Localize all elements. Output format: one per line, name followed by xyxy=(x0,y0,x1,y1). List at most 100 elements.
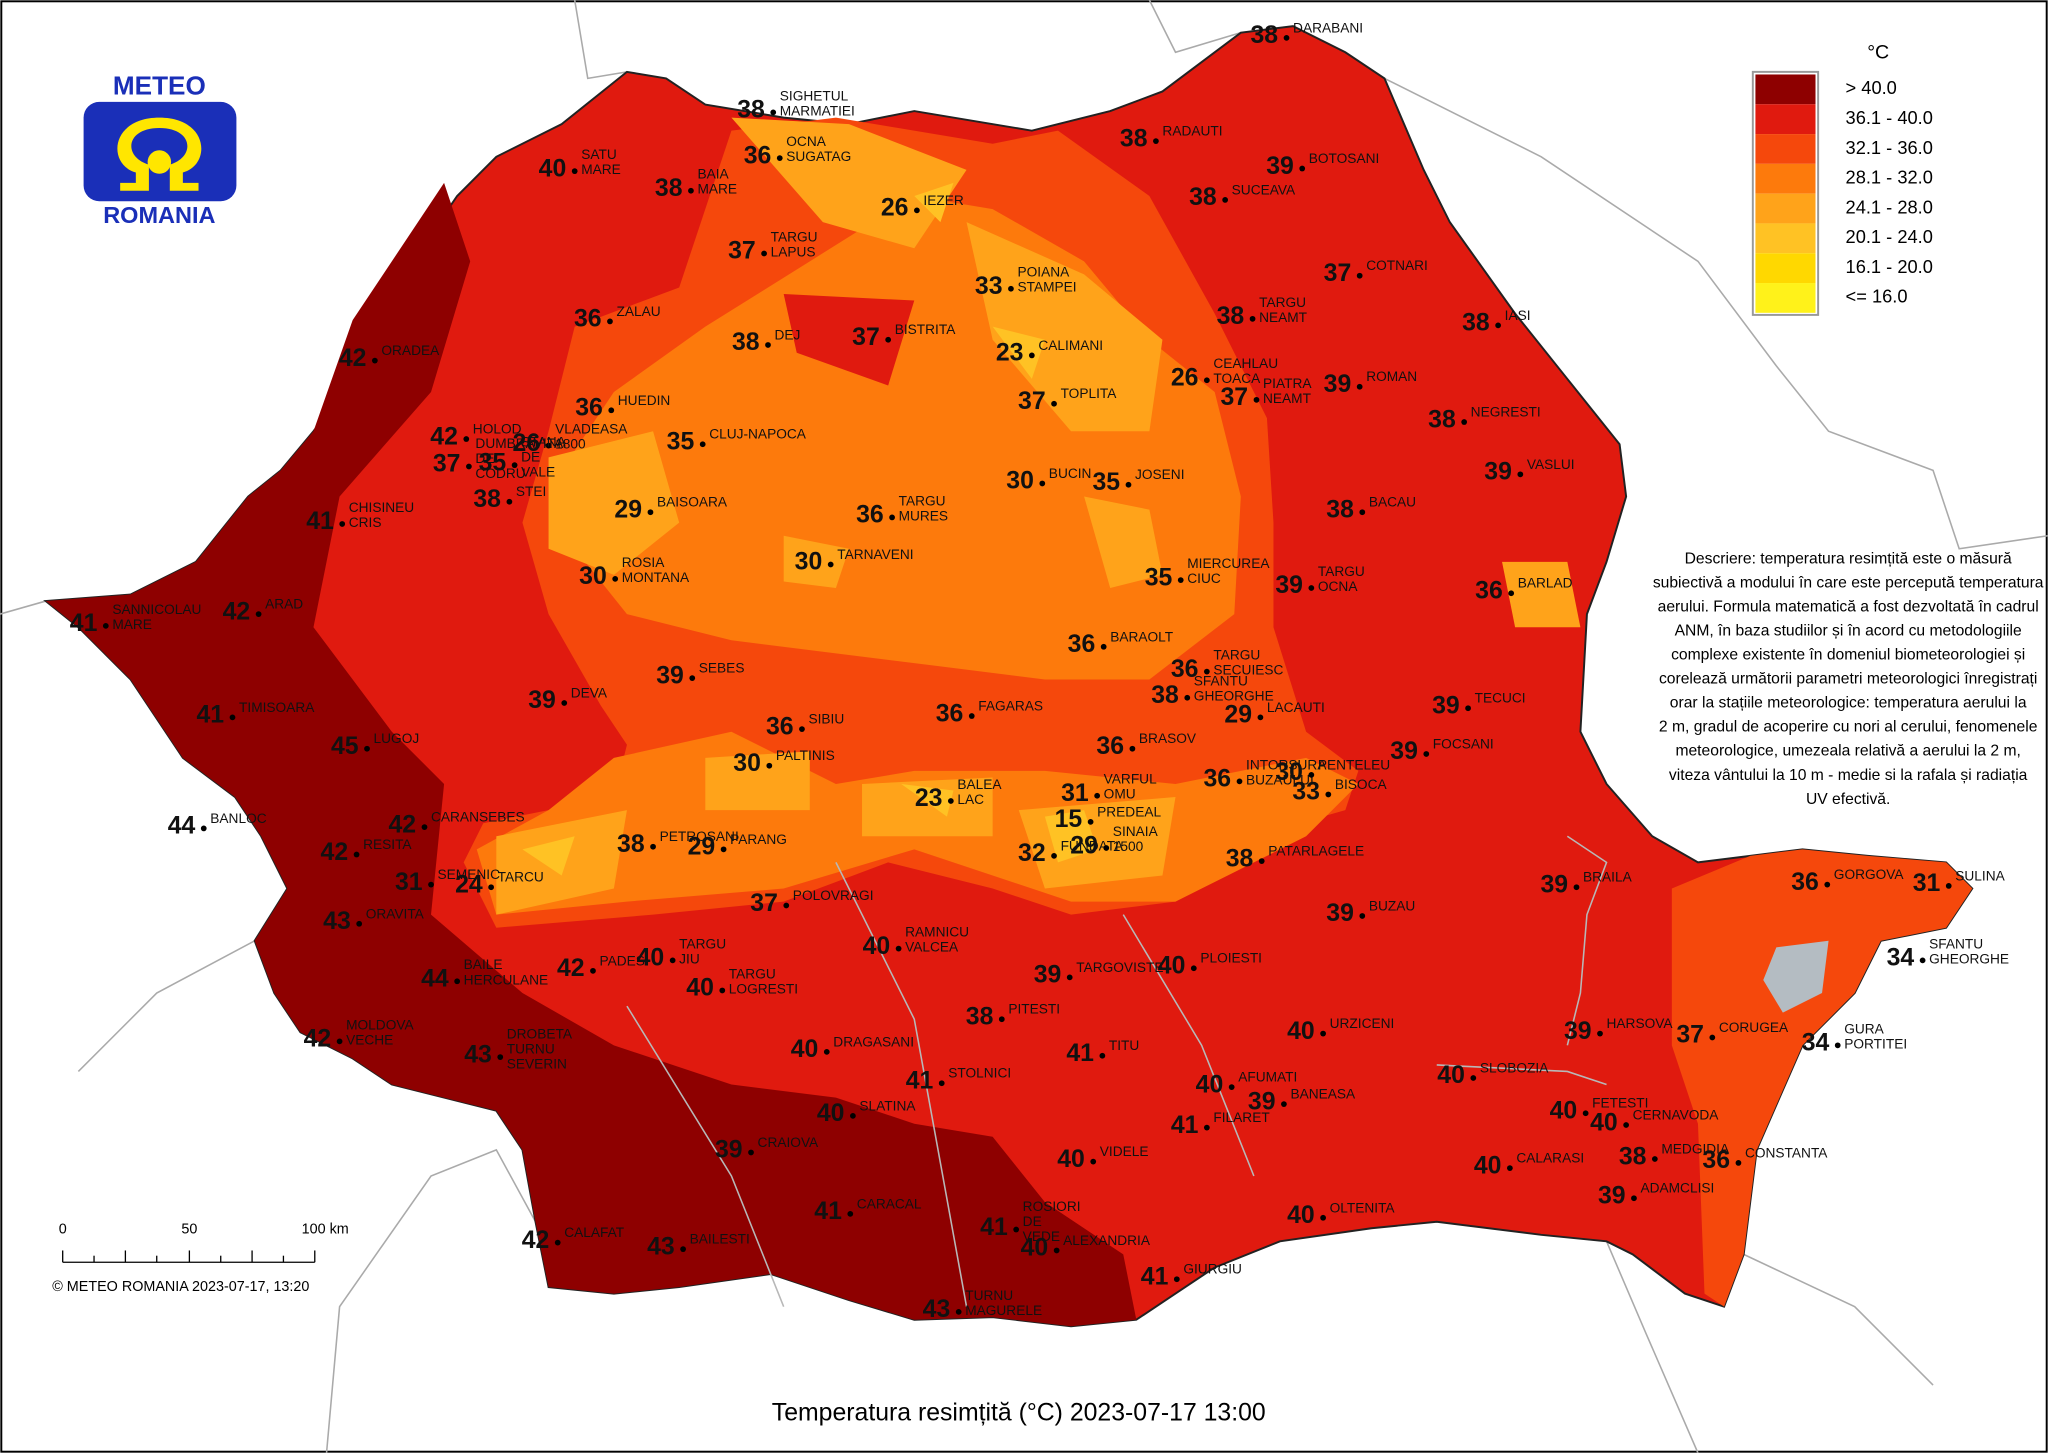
station-value: 35 xyxy=(1092,469,1120,496)
station-dot xyxy=(947,798,954,804)
station-dot xyxy=(1517,471,1524,478)
station-name: CALIMANI xyxy=(1038,338,1103,353)
station-name: TARGU xyxy=(1318,564,1365,579)
station-name: RESITA xyxy=(363,837,412,852)
station-dot xyxy=(765,342,771,348)
station-dot xyxy=(336,1038,343,1045)
station-value: 37 xyxy=(750,890,778,917)
station-value: 36 xyxy=(574,306,602,333)
legend-swatch xyxy=(1755,253,1816,284)
station-name: CONSTANTA xyxy=(1745,1145,1828,1160)
station-dot xyxy=(1053,1247,1060,1254)
station-dot xyxy=(1039,480,1046,487)
station-dot xyxy=(1190,965,1197,972)
station-name: ORAVITA xyxy=(366,906,425,921)
station-value: 35 xyxy=(667,429,695,456)
station-dot xyxy=(688,187,694,194)
station-name: ARAD xyxy=(265,597,303,612)
river xyxy=(1122,914,1255,1177)
station-name: LACAUTI xyxy=(1267,700,1325,715)
legend-label: 24.1 - 28.0 xyxy=(1846,196,1933,217)
station-value: 26 xyxy=(1171,364,1199,391)
station-name: GURA xyxy=(1844,1021,1884,1036)
station-name: DE xyxy=(1023,1214,1042,1229)
station-name: BRASOV xyxy=(1139,731,1197,746)
station-value: 40 xyxy=(1590,1109,1618,1136)
station-name: 1800 xyxy=(555,437,586,452)
description-line: aerului. Formula matematică a fost dezvo… xyxy=(1658,598,2039,615)
station-name: BISTRITA xyxy=(895,322,957,337)
station-dot xyxy=(799,726,805,732)
station-value: 40 xyxy=(1158,952,1186,979)
station-name: HERCULANE xyxy=(464,972,549,987)
station-name: SANNICOLAU xyxy=(112,602,201,617)
legend-swatch xyxy=(1755,74,1816,105)
station-value: 38 xyxy=(655,175,683,202)
station-dot xyxy=(885,336,892,343)
station-name: PARANG xyxy=(730,832,787,847)
station-name: ROSIORI xyxy=(1023,1199,1081,1214)
station-name: SFANTU xyxy=(1194,674,1248,689)
station-name: SECUIESC xyxy=(1213,663,1283,678)
station-name: OMU xyxy=(1104,787,1136,802)
description-line: viteza vântului la 10 m - medie si la ra… xyxy=(1669,767,2028,784)
legend-box xyxy=(1751,70,1820,316)
station-name: SUCEAVA xyxy=(1232,182,1296,197)
station-value: 40 xyxy=(637,945,665,972)
station-dot xyxy=(1103,845,1110,851)
station-value: 38 xyxy=(617,831,645,858)
station-name: CERNAVODA xyxy=(1633,1108,1720,1123)
station-dot xyxy=(1465,705,1471,712)
station-value: 38 xyxy=(1428,406,1456,433)
station-name: TOACA xyxy=(1213,371,1261,386)
station-dot xyxy=(428,881,434,888)
scale-label: 0 xyxy=(59,1221,67,1237)
station-name: BANLOC xyxy=(210,811,266,826)
region-20-24 xyxy=(1044,810,1098,863)
station-dot xyxy=(1507,1165,1513,1172)
station-name: BARLAD xyxy=(1518,576,1573,591)
station-dot xyxy=(766,762,773,769)
station-value: 30 xyxy=(795,549,823,576)
logo-bottom: ROMANIA xyxy=(103,202,215,228)
station-name: BISOCA xyxy=(1335,777,1388,792)
station-dot xyxy=(1359,913,1366,919)
station-name: MURES xyxy=(899,508,948,523)
station-dot xyxy=(1651,1156,1658,1162)
station-dot xyxy=(998,1016,1005,1023)
station-dot xyxy=(1631,1195,1637,1202)
station-dot xyxy=(590,967,596,974)
station-dot xyxy=(353,851,360,858)
station-value: 39 xyxy=(1324,371,1352,398)
station-dot xyxy=(1028,352,1035,359)
station-dot xyxy=(364,745,370,752)
station-name: FILARET xyxy=(1213,1110,1270,1125)
station-name: BAILE xyxy=(464,957,503,972)
station-dot xyxy=(1461,419,1468,425)
station-value: 37 xyxy=(852,324,880,351)
station-value: 39 xyxy=(715,1137,743,1164)
station-name: CALARASI xyxy=(1516,1151,1584,1166)
station-name: TARGU xyxy=(1259,295,1306,310)
station-name: ROSIA xyxy=(622,555,665,570)
station-dot xyxy=(1308,585,1315,591)
station-dot xyxy=(647,509,654,516)
station-name: PENTELEU xyxy=(1318,757,1390,772)
station-name: GIURGIU xyxy=(1183,1262,1242,1277)
station-name: GHEORGHE xyxy=(1194,689,1274,704)
station-name: TARGU xyxy=(899,493,946,508)
station-value: 43 xyxy=(647,1233,675,1260)
station-dot xyxy=(680,1246,686,1253)
station-dot xyxy=(720,846,727,853)
station-name: BAILESTI xyxy=(690,1232,750,1247)
legend-swatch xyxy=(1755,193,1816,224)
station-name: CALAFAT xyxy=(564,1225,625,1240)
station-dot xyxy=(776,155,783,161)
station-value: 40 xyxy=(1196,1071,1224,1098)
station-name: OCNA xyxy=(786,134,826,149)
station-dot xyxy=(1090,1158,1097,1165)
station-name: FOCSANI xyxy=(1433,736,1494,751)
station-value: 32 xyxy=(1018,840,1046,867)
station-dot xyxy=(607,318,613,325)
station-value: 36 xyxy=(575,395,603,422)
